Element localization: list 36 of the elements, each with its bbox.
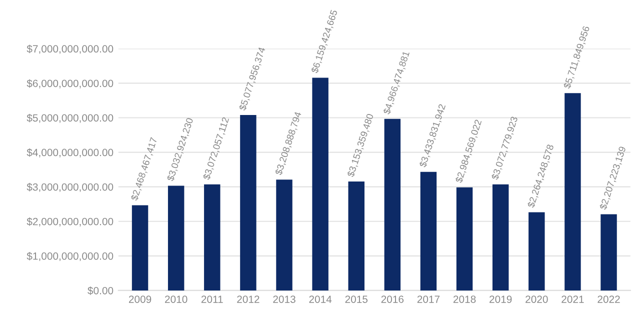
x-tick-label: 2012 — [237, 296, 260, 303]
bar — [420, 172, 437, 290]
x-tick-label: 2018 — [453, 296, 476, 303]
bar — [564, 93, 581, 290]
x-tick-label: 2019 — [490, 296, 512, 303]
y-tick-label: $7,000,000,000.00 — [26, 44, 114, 54]
bar — [456, 187, 473, 290]
x-tick-label: 2010 — [165, 296, 188, 303]
x-tick-label: 2021 — [562, 296, 584, 303]
bar — [276, 180, 292, 290]
x-tick-label: 2017 — [417, 296, 440, 303]
y-tick-label: $1,000,000,000.00 — [26, 252, 114, 262]
y-tick-label: $6,000,000,000.00 — [26, 79, 114, 88]
bar — [528, 212, 545, 290]
bar — [600, 214, 617, 290]
y-tick-label: $2,000,000,000.00 — [26, 217, 114, 226]
x-tick-label: 2009 — [128, 296, 152, 303]
bar — [492, 184, 509, 290]
bar — [132, 205, 148, 290]
y-tick-label: $4,000,000,000.00 — [26, 148, 114, 158]
x-tick-label: 2022 — [598, 296, 620, 303]
bar — [240, 115, 256, 290]
bar — [384, 118, 401, 290]
bar — [348, 182, 364, 290]
y-tick-label: $0.00 — [88, 286, 114, 295]
x-tick-label: 2016 — [381, 296, 404, 303]
x-tick-label: 2013 — [273, 296, 296, 303]
y-tick-label: $3,000,000,000.00 — [26, 182, 114, 192]
bar — [312, 78, 328, 290]
x-tick-label: 2011 — [201, 296, 223, 303]
bar — [204, 184, 220, 290]
x-tick-label: 2014 — [309, 296, 332, 303]
x-tick-label: 2020 — [526, 296, 548, 303]
bar — [168, 186, 184, 290]
x-tick-label: 2015 — [345, 296, 368, 303]
y-tick-label: $5,000,000,000.00 — [26, 114, 114, 123]
